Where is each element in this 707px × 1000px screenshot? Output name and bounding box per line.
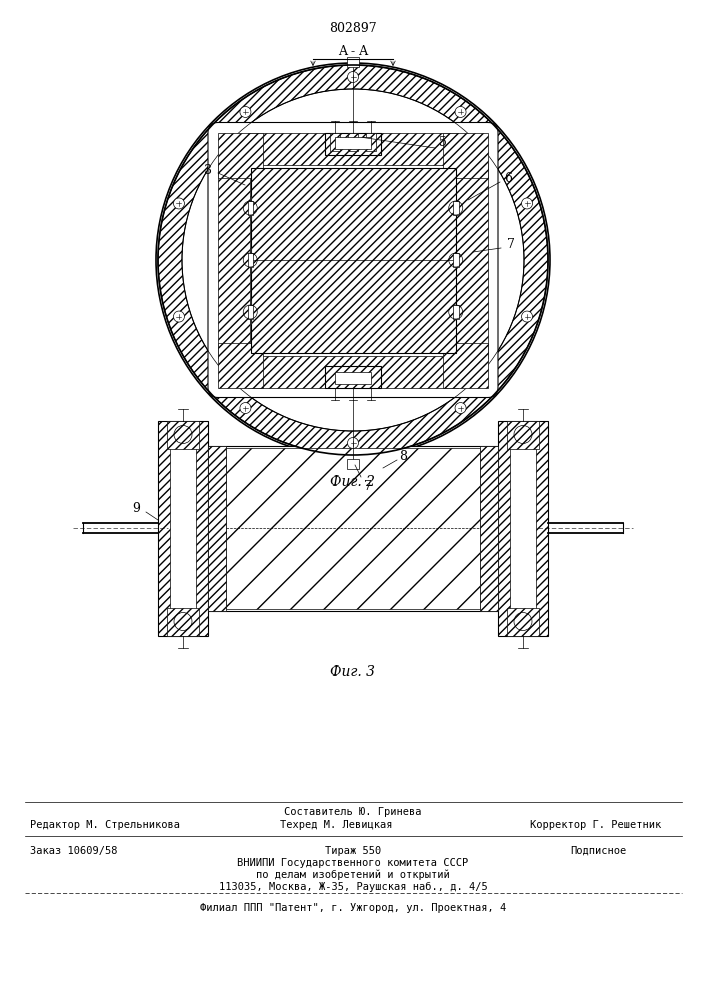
Text: A - A: A - A bbox=[338, 45, 368, 58]
Bar bbox=[218, 132, 263, 178]
Bar bbox=[498, 420, 548, 636]
Bar bbox=[218, 342, 263, 387]
Bar bbox=[250, 167, 455, 353]
Bar bbox=[208, 446, 498, 610]
Text: 9: 9 bbox=[132, 502, 140, 514]
Bar bbox=[510, 440, 536, 615]
Bar bbox=[248, 356, 458, 387]
FancyBboxPatch shape bbox=[208, 122, 498, 397]
Bar bbox=[347, 57, 359, 67]
Bar bbox=[247, 253, 253, 267]
Circle shape bbox=[173, 311, 185, 322]
Text: Филиал ППП "Патент", г. Ужгород, ул. Проектная, 4: Филиал ППП "Патент", г. Ужгород, ул. Про… bbox=[200, 903, 506, 913]
Bar bbox=[347, 459, 359, 469]
Circle shape bbox=[522, 311, 532, 322]
Circle shape bbox=[240, 403, 251, 414]
Bar bbox=[170, 440, 196, 615]
Bar bbox=[226, 448, 480, 608]
Bar bbox=[167, 607, 199, 636]
Bar bbox=[247, 201, 253, 215]
Bar bbox=[247, 305, 253, 319]
Text: Фиг. 3: Фиг. 3 bbox=[330, 666, 375, 680]
Bar bbox=[507, 420, 539, 448]
Text: Корректор Г. Решетник: Корректор Г. Решетник bbox=[530, 820, 661, 830]
Bar bbox=[453, 253, 459, 267]
Bar bbox=[443, 132, 488, 178]
Circle shape bbox=[348, 72, 358, 83]
Bar bbox=[335, 136, 371, 148]
Text: ВНИИПИ Государственного комитета СССР: ВНИИПИ Государственного комитета СССР bbox=[238, 858, 469, 868]
Bar bbox=[456, 162, 488, 358]
Text: по делам изобретений и открытий: по делам изобретений и открытий bbox=[256, 870, 450, 880]
Text: 5: 5 bbox=[439, 135, 447, 148]
Text: Составитель Ю. Гринева: Составитель Ю. Гринева bbox=[284, 807, 422, 817]
Circle shape bbox=[173, 198, 185, 209]
Bar bbox=[507, 607, 539, 636]
Bar bbox=[330, 132, 340, 150]
Circle shape bbox=[240, 106, 251, 117]
Bar bbox=[167, 420, 199, 448]
Bar bbox=[453, 201, 459, 215]
Bar bbox=[453, 305, 459, 319]
Text: 7: 7 bbox=[507, 238, 515, 251]
Text: Подписное: Подписное bbox=[570, 846, 626, 856]
Text: Тираж 550: Тираж 550 bbox=[325, 846, 381, 856]
Text: 113035, Москва, Ж-35, Раушская наб., д. 4/5: 113035, Москва, Ж-35, Раушская наб., д. … bbox=[218, 882, 487, 892]
Text: Редактор М. Стрельникова: Редактор М. Стрельникова bbox=[30, 820, 180, 830]
Circle shape bbox=[455, 403, 466, 414]
Text: 7: 7 bbox=[364, 481, 372, 493]
Text: Техред М. Левицкая: Техред М. Левицкая bbox=[280, 820, 392, 830]
Bar bbox=[335, 371, 371, 383]
Bar bbox=[325, 132, 381, 154]
Bar bbox=[348, 132, 358, 150]
Bar bbox=[218, 162, 250, 358]
Circle shape bbox=[522, 198, 532, 209]
Text: 8: 8 bbox=[399, 450, 407, 462]
Bar bbox=[208, 446, 226, 610]
Bar bbox=[158, 420, 208, 636]
Circle shape bbox=[455, 106, 466, 117]
Bar bbox=[480, 446, 498, 610]
Bar bbox=[443, 342, 488, 387]
Text: 3: 3 bbox=[204, 163, 212, 176]
Circle shape bbox=[348, 438, 358, 448]
Bar bbox=[248, 132, 458, 164]
Text: Заказ 10609/58: Заказ 10609/58 bbox=[30, 846, 117, 856]
Bar bbox=[366, 132, 376, 150]
Text: Фиг. 2: Фиг. 2 bbox=[330, 475, 375, 489]
Wedge shape bbox=[158, 65, 548, 455]
Text: 6: 6 bbox=[504, 172, 512, 184]
Bar bbox=[325, 365, 381, 387]
Text: 802897: 802897 bbox=[329, 22, 377, 35]
